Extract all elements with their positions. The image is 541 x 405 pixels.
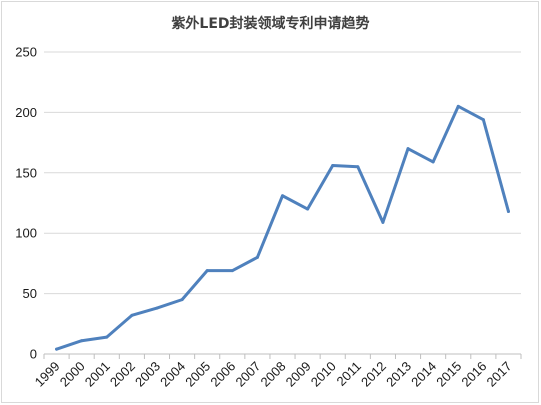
x-tick-label: 2003 [132,359,163,390]
series-line [55,104,510,351]
data-point [230,269,234,273]
data-point [506,209,510,213]
x-tick-label: 2008 [258,359,289,390]
x-tick-label: 2002 [107,359,138,390]
data-point [105,335,109,339]
chart-title: 紫外LED封装领域专利申请趋势 [171,16,370,32]
data-point [406,147,410,151]
data-point [456,104,460,108]
x-tick-label: 2013 [383,359,414,390]
x-tick-label: 2010 [308,359,339,390]
y-tick-label: 150 [15,165,37,180]
data-point [356,165,360,169]
data-point [155,306,159,310]
x-tick-label: 2001 [82,359,113,390]
data-point [381,220,385,224]
x-tick-label: 2014 [408,359,439,390]
x-tick-label: 2005 [182,359,213,390]
x-tick-label: 2000 [57,359,88,390]
data-point [481,118,485,122]
data-point [80,339,84,343]
data-point [306,207,310,211]
y-tick-label: 50 [23,286,37,301]
x-tick-label: 2012 [358,359,389,390]
x-tick-label: 1999 [32,359,63,390]
data-point [130,313,134,317]
x-tick-label: 2007 [232,359,263,390]
y-tick-label: 100 [15,226,37,241]
data-point [205,269,209,273]
x-tick-label: 2004 [157,359,188,390]
data-point [431,160,435,164]
data-point [331,164,335,168]
x-tick-label: 2009 [283,359,314,390]
y-tick-label: 200 [15,105,37,120]
data-point [281,194,284,198]
x-tick-label: 2006 [207,359,238,390]
data-point [255,255,259,259]
x-tick-label: 2011 [334,359,364,389]
x-tick-label: 2016 [458,359,489,390]
data-point [55,347,59,351]
y-tick-label: 0 [30,347,37,362]
data-point [180,298,184,302]
y-tick-label: 250 [15,45,37,60]
x-tick-label: 2017 [484,359,515,390]
x-tick-label: 2015 [433,359,464,390]
